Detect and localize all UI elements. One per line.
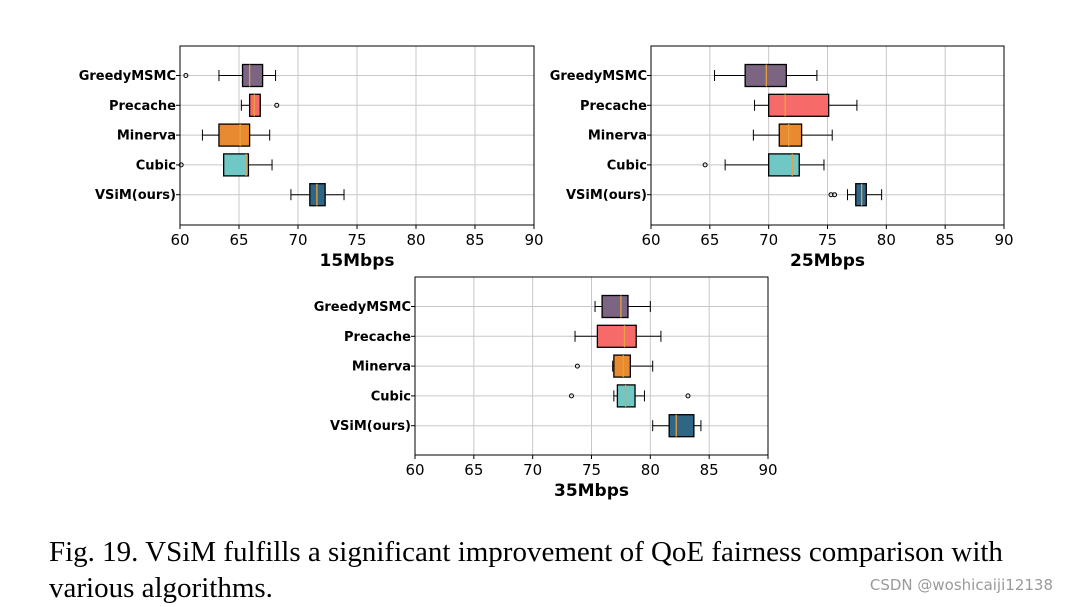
box-body — [613, 354, 631, 378]
x-tick-label: 85 — [936, 231, 955, 249]
chart-panel-25mbps: GreedyMSMC Precache Minerva Cubic VSiM(ours)… — [550, 45, 1014, 271]
x-tick-label: 60 — [405, 461, 424, 479]
category-label: GreedyMSMC — [79, 69, 176, 84]
box-precache — [240, 93, 280, 117]
x-tick-label: 85 — [700, 461, 719, 479]
figure-caption: Fig. 19. VSiM fulfills a significant imp… — [49, 536, 1003, 604]
x-tick-label: 90 — [994, 231, 1013, 249]
x-tick-label: 70 — [759, 231, 778, 249]
chart-panel-15mbps: GreedyMSMC Precache Minerva Cubic VSiM(ours)… — [79, 45, 544, 271]
outlier-point — [568, 393, 574, 399]
category-label: VSiM(ours) — [95, 188, 176, 203]
category-label: Cubic — [136, 158, 176, 173]
category-label: Precache — [109, 99, 176, 114]
x-tick-label: 75 — [347, 231, 366, 249]
box-precache — [574, 324, 662, 348]
watermark: CSDN @woshicaiji12138 — [869, 576, 1053, 594]
category-label: VSiM(ours) — [566, 188, 647, 203]
x-tick-label: 60 — [641, 231, 660, 249]
box-precache — [754, 93, 858, 117]
outlier-point — [702, 162, 708, 168]
outlier-point — [274, 102, 280, 108]
box-greedymsmc — [714, 63, 818, 88]
box-body — [241, 63, 264, 88]
x-tick-label: 70 — [288, 231, 307, 249]
box-body — [223, 153, 250, 177]
x-tick-label: 65 — [464, 461, 483, 479]
x-tick-label: 70 — [523, 461, 542, 479]
x-tick-label: 75 — [582, 461, 601, 479]
box-cubic — [178, 153, 273, 177]
x-axis-label: 15Mbps — [319, 251, 394, 271]
box-minerva — [752, 123, 833, 147]
x-axis-label: 35Mbps — [554, 481, 629, 501]
category-label: Minerva — [352, 360, 411, 375]
box-vsim-ours — [290, 183, 345, 207]
box-cubic — [568, 384, 691, 408]
x-tick-label: 65 — [700, 231, 719, 249]
box-cubic — [702, 153, 825, 177]
chart-panel-35mbps: GreedyMSMC Precache Minerva Cubic VSiM(ours)… — [314, 276, 778, 501]
outlier-point — [574, 363, 580, 369]
category-label: VSiM(ours) — [330, 419, 411, 434]
category-label: GreedyMSMC — [550, 69, 647, 84]
box-minerva — [574, 354, 654, 378]
category-label: Cubic — [607, 158, 647, 173]
x-tick-label: 65 — [229, 231, 248, 249]
category-label: Precache — [344, 330, 411, 345]
box-greedymsmc — [183, 63, 277, 88]
box-body — [768, 153, 800, 177]
box-body — [596, 324, 637, 348]
x-tick-label: 75 — [818, 231, 837, 249]
outlier-point — [183, 73, 189, 78]
x-tick-label: 80 — [877, 231, 896, 249]
x-tick-label: 90 — [524, 231, 543, 249]
outlier-point — [832, 192, 838, 198]
box-body — [668, 414, 695, 438]
outlier-point — [685, 393, 691, 399]
category-label: GreedyMSMC — [314, 300, 411, 315]
category-label: Minerva — [588, 129, 647, 144]
category-label: Minerva — [117, 129, 176, 144]
box-body — [768, 93, 830, 117]
category-label: Precache — [580, 99, 647, 114]
x-tick-label: 80 — [641, 461, 660, 479]
box-minerva — [201, 123, 271, 147]
x-tick-label: 90 — [758, 461, 777, 479]
x-tick-label: 60 — [170, 231, 189, 249]
box-greedymsmc — [594, 294, 651, 319]
box-vsim-ours — [828, 183, 883, 207]
box-vsim-ours — [652, 414, 702, 438]
x-tick-label: 85 — [465, 231, 484, 249]
box-body — [218, 123, 251, 147]
category-label: Cubic — [371, 389, 411, 404]
x-tick-label: 80 — [406, 231, 425, 249]
x-axis-label: 25Mbps — [790, 251, 865, 271]
box-body — [778, 123, 803, 147]
box-body — [601, 294, 629, 319]
